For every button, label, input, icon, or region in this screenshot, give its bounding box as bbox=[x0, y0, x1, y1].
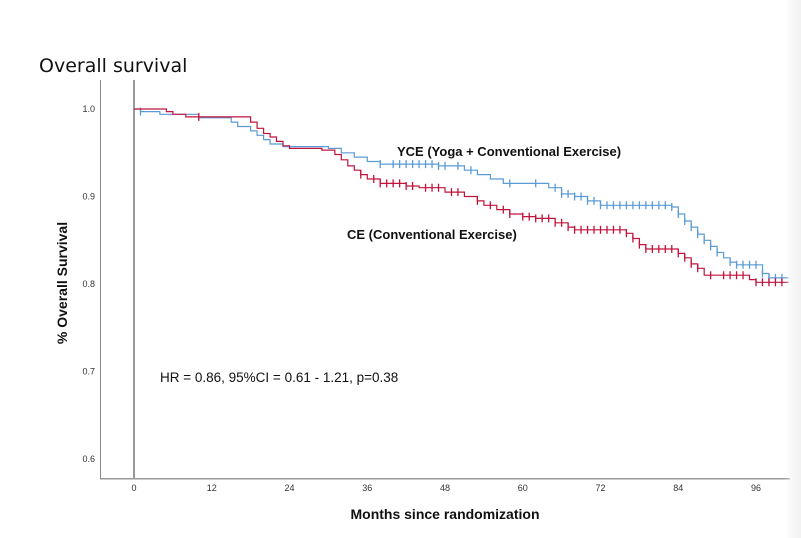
y-tick-label: 0.8 bbox=[82, 279, 95, 289]
y-tick-label: 0.7 bbox=[82, 367, 95, 377]
y-tick-label: 0.9 bbox=[82, 192, 95, 202]
series-ce bbox=[134, 108, 789, 287]
survival-step-line bbox=[134, 108, 789, 279]
chart-title: Overall survival bbox=[39, 55, 188, 77]
x-tick-label: 72 bbox=[595, 483, 605, 493]
x-tick-label: 0 bbox=[131, 483, 136, 493]
x-tick-label: 60 bbox=[518, 483, 528, 493]
y-tick-label: 1.0 bbox=[82, 104, 95, 114]
legend-label-ce: CE (Conventional Exercise) bbox=[347, 227, 517, 242]
x-tick-label: 96 bbox=[751, 483, 761, 493]
y-axis-ticks: 0.6 0.7 0.8 0.9 1.0 bbox=[82, 104, 95, 464]
y-tick-label: 0.6 bbox=[82, 454, 95, 464]
x-tick-label: 24 bbox=[284, 483, 294, 493]
legend-label-yce: YCE (Yoga + Conventional Exercise) bbox=[397, 144, 621, 159]
plot-frame-left bbox=[100, 80, 101, 479]
x-tick-label: 12 bbox=[207, 483, 217, 493]
x-tick-label: 84 bbox=[673, 483, 683, 493]
survival-step-line bbox=[134, 108, 789, 283]
x-axis-line bbox=[100, 478, 790, 480]
page-edge-shadow bbox=[783, 0, 801, 538]
y-axis-label: % Overall Survival bbox=[54, 222, 70, 344]
x-axis-label: Months since randomization bbox=[350, 506, 539, 522]
x-tick-label: 48 bbox=[440, 483, 450, 493]
survival-curves bbox=[134, 107, 789, 287]
x-axis-ticks: 0 12 24 36 48 60 72 84 96 bbox=[131, 483, 761, 493]
series-yce bbox=[134, 107, 789, 282]
x-tick-label: 36 bbox=[362, 483, 372, 493]
hazard-ratio-annotation: HR = 0.86, 95%CI = 0.61 - 1.21, p=0.38 bbox=[160, 370, 398, 385]
